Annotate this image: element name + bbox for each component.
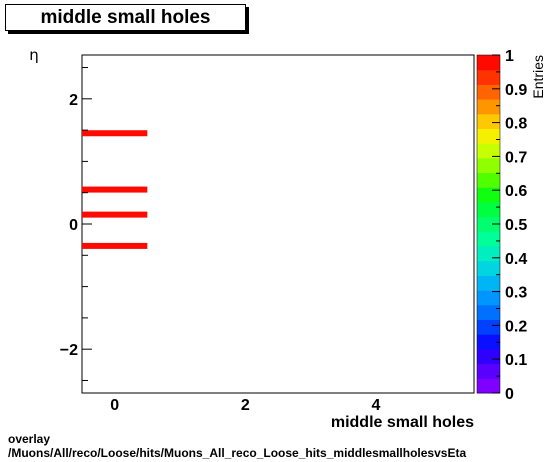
title-box: middle small holes [5,4,246,31]
y-tick-label: 0 [69,217,78,234]
palette-band [477,187,500,203]
palette-band [477,113,500,129]
z-tick-label: 0.9 [505,82,527,99]
x-ticks: 0 2 4 [110,397,380,414]
z-tick-label: 0.6 [505,183,527,200]
x-axis-label: middle small holes [331,414,474,431]
palette-band [477,334,500,350]
plot-frame [81,54,475,394]
palette-band [477,319,500,335]
palette-band [477,128,500,144]
palette-band [477,260,500,276]
z-axis-label: Entries [530,55,546,99]
palette-band [477,172,500,188]
palette-band [477,363,500,379]
overlay-label: overlay [8,432,51,446]
z-tick-label: 0.5 [505,217,527,234]
z-tick-label: 0 [505,386,514,403]
palette-band [477,378,500,394]
palette-band [477,246,500,262]
palette-band [477,304,500,321]
heatmap-cells [82,130,148,249]
x-tick-label: 2 [241,397,250,414]
palette-band [477,84,500,100]
y-tick-label: −2 [60,342,78,359]
palette-band [477,201,500,218]
x-tick-label: 0 [110,397,119,414]
heatmap-cell-2 [82,211,148,218]
palette-band [477,55,500,71]
palette-band [477,216,500,232]
chart-title: middle small holes [40,7,211,28]
z-tick-label: 0.8 [505,116,527,133]
palette-band [477,69,500,85]
z-tick-label: 1 [505,48,514,65]
heatmap-cell-3 [82,242,148,249]
palette-band [477,231,500,247]
palette-band [477,290,500,306]
palette-band [477,348,500,365]
palette-band [477,157,500,174]
palette-band [477,143,500,159]
histogram-path-label: /Muons/All/reco/Loose/hits/Muons_All_rec… [8,446,467,460]
z-tick-label: 0.7 [505,149,527,166]
z-tick-label: 0.1 [505,352,527,369]
heatmap-cell-0 [82,130,148,137]
z-tick-label: 0.2 [505,318,527,335]
y-ticks: 2 0 −2 [60,67,92,381]
palette-band [477,275,500,291]
palette-band [477,99,500,115]
z-ticks: 0 0.1 0.2 0.3 0.4 0.5 0.6 0.7 0.8 0.9 1 [492,48,527,403]
color-palette [476,54,501,394]
z-tick-label: 0.4 [505,251,527,268]
heatmap-cell-1 [82,186,148,193]
x-tick-label: 4 [372,397,381,414]
y-axis-label: η [29,46,39,64]
y-tick-label: 2 [69,92,78,109]
z-tick-label: 0.3 [505,285,527,302]
